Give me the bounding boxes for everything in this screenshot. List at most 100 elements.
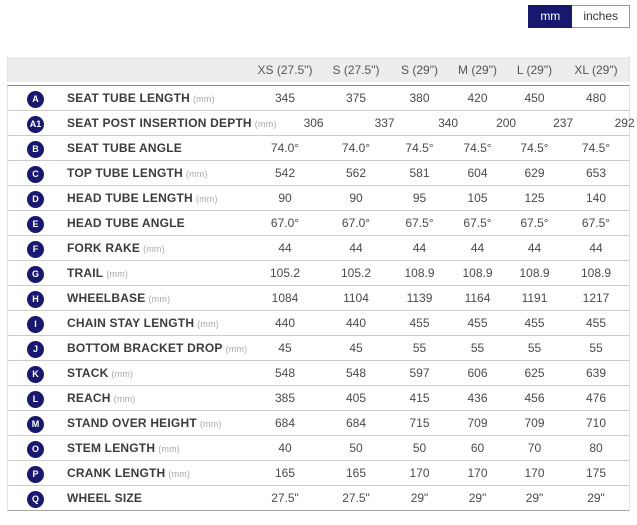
table-body: A SEAT TUBE LENGTH (mm) 345 375 380 420 450 480 A…: [7, 85, 635, 511]
value-cell: 436: [467, 391, 488, 405]
value-cell: 67.5°: [463, 216, 492, 230]
row-letter-badge: I: [27, 315, 44, 333]
value-cell: 709: [467, 416, 488, 430]
row-label: SEAT POST INSERTION DEPTH (mm): [63, 116, 277, 130]
value-cell: 562: [345, 166, 367, 180]
row-label: CHAIN STAY LENGTH (mm): [63, 316, 248, 330]
value-cell: 625: [524, 366, 545, 380]
row-badge-cell: E: [8, 214, 63, 233]
value-cell: 105.2: [340, 266, 372, 280]
row-letter-badge: L: [27, 390, 44, 408]
column-header: XL (29"): [574, 62, 618, 77]
value-cell: 105: [467, 191, 488, 205]
value-cell: 1191: [521, 291, 548, 305]
value-cell: 45: [349, 341, 363, 355]
row-label-text: SEAT POST INSERTION DEPTH: [67, 116, 252, 130]
row-label: TOP TUBE LENGTH (mm): [63, 166, 248, 180]
value-cell: 140: [585, 191, 607, 205]
row-label-text: CHAIN STAY LENGTH: [67, 316, 195, 330]
row-letter-badge: B: [27, 140, 44, 158]
row-label-text: STEM LENGTH: [67, 441, 156, 455]
row-badge-cell: P: [8, 464, 63, 483]
value-cell: 80: [589, 441, 603, 455]
value-cell: 200: [496, 116, 517, 130]
value-cell: 40: [278, 441, 292, 455]
value-cell: 27.5": [342, 491, 370, 505]
column-header: S (27.5"): [332, 62, 380, 77]
row-label-text: TOP TUBE LENGTH: [67, 166, 183, 180]
value-cell: 170: [524, 466, 545, 480]
value-cell: 74.5°: [581, 141, 611, 155]
value-cell: 27.5": [271, 491, 299, 505]
value-cell: 455: [524, 316, 545, 330]
row-label: BOTTOM BRACKET DROP (mm): [63, 341, 248, 355]
value-cell: 55: [527, 341, 542, 355]
column-header: M (29"): [458, 62, 497, 77]
value-cell: 29": [525, 491, 544, 505]
value-cell: 67.5°: [581, 216, 611, 230]
value-cell: 653: [585, 166, 607, 180]
inches-toggle-button[interactable]: inches: [572, 5, 630, 28]
row-badge-cell: G: [8, 264, 63, 283]
value-cell: 455: [409, 316, 430, 330]
value-cell: 456: [524, 391, 545, 405]
value-cell: 1217: [582, 291, 610, 305]
value-cell: 548: [345, 366, 367, 380]
value-cell: 67.5°: [520, 216, 549, 230]
table-row: F FORK RAKE (mm) 44 44 44 44 44 44: [8, 236, 629, 261]
row-label: FORK RAKE (mm): [63, 241, 248, 255]
value-cell: 74.5°: [405, 141, 434, 155]
row-label-text: STAND OVER HEIGHT: [67, 416, 197, 430]
row-letter-badge: F: [27, 240, 44, 258]
value-cell: 50: [412, 441, 427, 455]
value-cell: 684: [274, 416, 296, 430]
row-unit: (mm): [225, 344, 248, 354]
row-label: HEAD TUBE LENGTH (mm): [63, 191, 248, 205]
table-row: O STEM LENGTH (mm) 40 50 50 60 70 80: [8, 436, 629, 461]
value-cell: 44: [589, 241, 603, 255]
value-cell: 175: [585, 466, 607, 480]
value-cell: 60: [470, 441, 485, 455]
row-unit: (mm): [192, 94, 215, 104]
table-row: L REACH (mm) 385 405 415 436 456 476: [8, 386, 629, 411]
column-header: S (29"): [401, 62, 438, 77]
column-header: XS (27.5"): [257, 62, 313, 77]
value-cell: 70: [527, 441, 542, 455]
value-cell: 45: [278, 341, 292, 355]
value-cell: 125: [524, 191, 545, 205]
value-cell: 108.9: [404, 266, 435, 280]
row-letter-badge: D: [27, 190, 44, 208]
row-badge-cell: O: [8, 439, 63, 458]
row-letter-badge: M: [27, 415, 44, 433]
value-cell: 55: [470, 341, 485, 355]
row-label: WHEEL SIZE: [63, 491, 248, 505]
row-unit: (mm): [195, 194, 218, 204]
mm-toggle-button[interactable]: mm: [528, 5, 573, 28]
value-cell: 292: [614, 116, 635, 130]
row-label: HEAD TUBE ANGLE: [63, 216, 248, 230]
row-badge-cell: K: [8, 364, 63, 383]
value-cell: 639: [585, 366, 607, 380]
row-badge-cell: B: [8, 139, 63, 158]
value-cell: 74.5°: [463, 141, 492, 155]
row-label-text: SEAT TUBE LENGTH: [67, 91, 190, 105]
row-letter-badge: C: [27, 165, 44, 183]
row-badge-cell: H: [8, 289, 63, 308]
row-badge-cell: L: [8, 389, 63, 408]
value-cell: 405: [345, 391, 367, 405]
row-unit: (mm): [106, 269, 129, 279]
value-cell: 44: [527, 241, 542, 255]
row-label: REACH (mm): [63, 391, 248, 405]
row-badge-cell: J: [8, 339, 63, 358]
table-row: D HEAD TUBE LENGTH (mm) 90 90 95 105 125 140: [8, 186, 629, 211]
geometry-table: XS (27.5") S (27.5") S (29") M (29") L (29")…: [7, 57, 635, 511]
value-cell: 715: [409, 416, 430, 430]
value-cell: 108.9: [462, 266, 493, 280]
value-cell: 29": [410, 491, 429, 505]
value-cell: 74.0°: [341, 141, 371, 155]
value-cell: 237: [553, 116, 574, 130]
value-cell: 1104: [343, 291, 369, 305]
row-label-text: BOTTOM BRACKET DROP: [67, 341, 223, 355]
row-badge-cell: A1: [8, 114, 63, 133]
value-cell: 375: [345, 91, 367, 105]
